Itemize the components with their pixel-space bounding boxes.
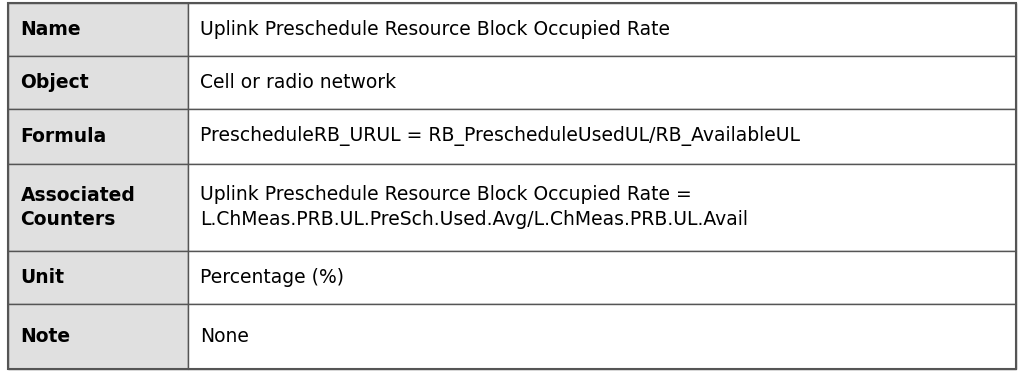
Bar [187, 251, 1016, 304]
Bar [187, 56, 1016, 109]
Text: Unit: Unit [20, 268, 65, 287]
Text: Uplink Preschedule Resource Block Occupied Rate: Uplink Preschedule Resource Block Occupi… [200, 20, 670, 39]
Text: Associated
Counters: Associated Counters [20, 186, 135, 229]
Bar [8, 109, 187, 164]
Text: None: None [200, 327, 249, 346]
Text: Percentage (%): Percentage (%) [200, 268, 344, 287]
Bar [187, 304, 1016, 369]
Bar [8, 304, 187, 369]
Bar [8, 3, 187, 56]
Text: Name: Name [20, 20, 81, 39]
Bar [8, 164, 187, 251]
Bar [8, 251, 187, 304]
Text: Uplink Preschedule Resource Block Occupied Rate =
L.ChMeas.PRB.UL.PreSch.Used.Av: Uplink Preschedule Resource Block Occupi… [200, 185, 748, 230]
Bar [8, 56, 187, 109]
Text: Cell or radio network: Cell or radio network [200, 73, 396, 92]
Text: PrescheduleRB_URUL = RB_PrescheduleUsedUL/RB_AvailableUL: PrescheduleRB_URUL = RB_PrescheduleUsedU… [200, 126, 800, 146]
Bar [187, 3, 1016, 56]
Bar [187, 109, 1016, 164]
Text: Object: Object [20, 73, 89, 92]
Bar [187, 164, 1016, 251]
Text: Note: Note [20, 327, 71, 346]
Text: Formula: Formula [20, 127, 106, 146]
